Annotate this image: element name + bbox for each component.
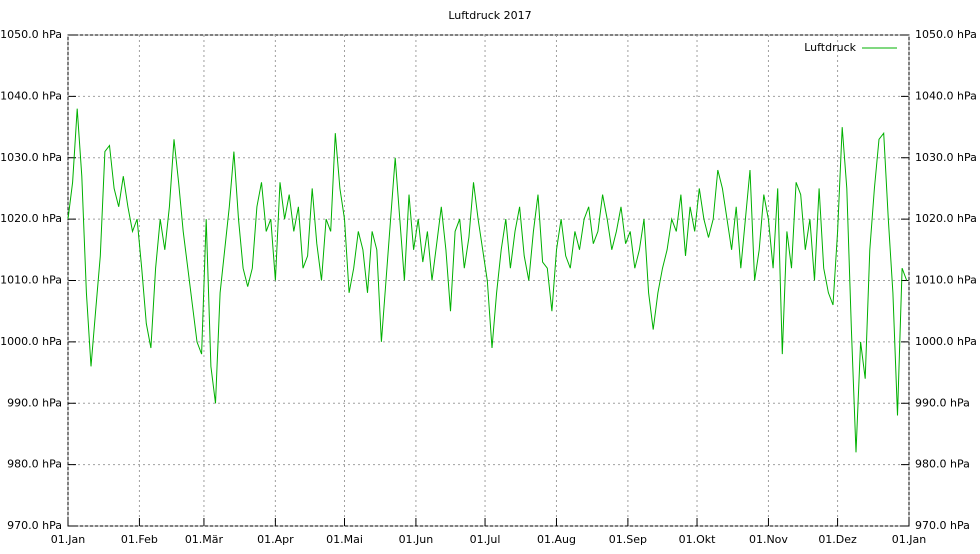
x-tick-label: 01.Jan — [892, 533, 926, 546]
legend-label: Luftdruck — [804, 41, 856, 54]
y-tick-label: 1010.0 hPa — [0, 274, 62, 287]
x-tick-label: 01.Okt — [679, 533, 717, 546]
data-line — [67, 108, 908, 453]
x-tick-label: 01.Aug — [537, 533, 576, 546]
x-tick-label: 01.Jun — [399, 533, 434, 546]
y2-tick-label: 990.0 hPa — [915, 396, 970, 409]
y2-tick-label: 970.0 hPa — [915, 519, 970, 532]
x-tick-label: 01.Mai — [326, 533, 363, 546]
y-tick-label: 990.0 hPa — [7, 396, 62, 409]
y2-tick-label: 1010.0 hPa — [915, 274, 977, 287]
y2-tick-label: 1050.0 hPa — [915, 28, 977, 41]
x-tick-label: 01.Sep — [609, 533, 647, 546]
chart-title: Luftdruck 2017 — [448, 9, 531, 22]
y-tick-label: 1050.0 hPa — [0, 28, 62, 41]
x-tick-label: 01.Jan — [51, 533, 85, 546]
x-tick-label: 01.Dez — [818, 533, 857, 546]
x-tick-label: 01.Apr — [257, 533, 294, 546]
y-tick-label: 1000.0 hPa — [0, 335, 62, 348]
y2-tick-label: 1040.0 hPa — [915, 89, 977, 102]
y2-tick-label: 1030.0 hPa — [915, 151, 977, 164]
y-tick-label: 1030.0 hPa — [0, 151, 62, 164]
y2-tick-label: 1000.0 hPa — [915, 335, 977, 348]
y-tick-label: 1040.0 hPa — [0, 89, 62, 102]
x-tick-label: 01.Nov — [749, 533, 788, 546]
y-tick-label: 1020.0 hPa — [0, 212, 62, 225]
x-tick-label: 01.Jul — [470, 533, 501, 546]
y2-tick-label: 980.0 hPa — [915, 458, 970, 471]
y-tick-label: 970.0 hPa — [7, 519, 62, 532]
x-tick-label: 01.Mär — [185, 533, 224, 546]
x-tick-label: 01.Feb — [121, 533, 158, 546]
y-tick-label: 980.0 hPa — [7, 458, 62, 471]
y2-tick-label: 1020.0 hPa — [915, 212, 977, 225]
